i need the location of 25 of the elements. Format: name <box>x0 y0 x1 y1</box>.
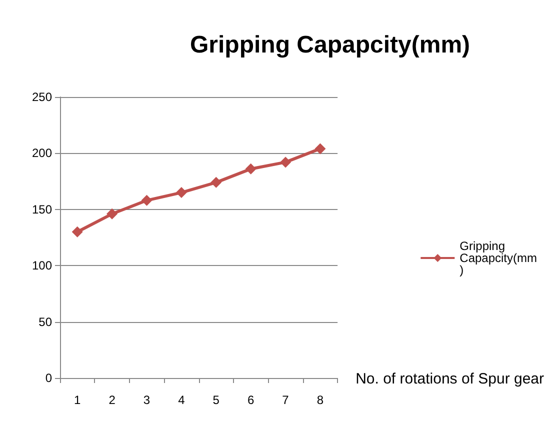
x-axis-title: No. of rotations of Spur gear <box>356 370 544 388</box>
x-tick-label: 4 <box>178 393 186 407</box>
point <box>176 187 187 198</box>
point <box>106 208 118 220</box>
y-tick-label: 50 <box>38 314 52 329</box>
point <box>314 143 326 154</box>
point <box>280 156 292 168</box>
x-tick-label: 2 <box>108 393 116 407</box>
point <box>141 194 152 206</box>
y-tick-label: 150 <box>32 202 52 216</box>
legend-label: Gripping Capapcity(mm) <box>460 239 538 277</box>
y-tick-label: 100 <box>32 258 52 273</box>
y-tick-label: 200 <box>32 146 52 160</box>
point <box>245 163 256 174</box>
x-tick-label: 3 <box>143 393 150 407</box>
x-tick-label: 1 <box>74 393 82 407</box>
y-tick-label: 0 <box>45 371 52 385</box>
chart-title: Gripping Capapcity(mm) <box>190 32 470 58</box>
x-tick-label: 6 <box>247 393 254 407</box>
point <box>210 176 222 188</box>
y-tick-label: 250 <box>32 90 52 104</box>
x-tick-label: 5 <box>212 393 220 407</box>
x-tick-label: 8 <box>316 393 324 407</box>
point <box>72 226 83 238</box>
x-tick-label: 7 <box>282 393 290 407</box>
